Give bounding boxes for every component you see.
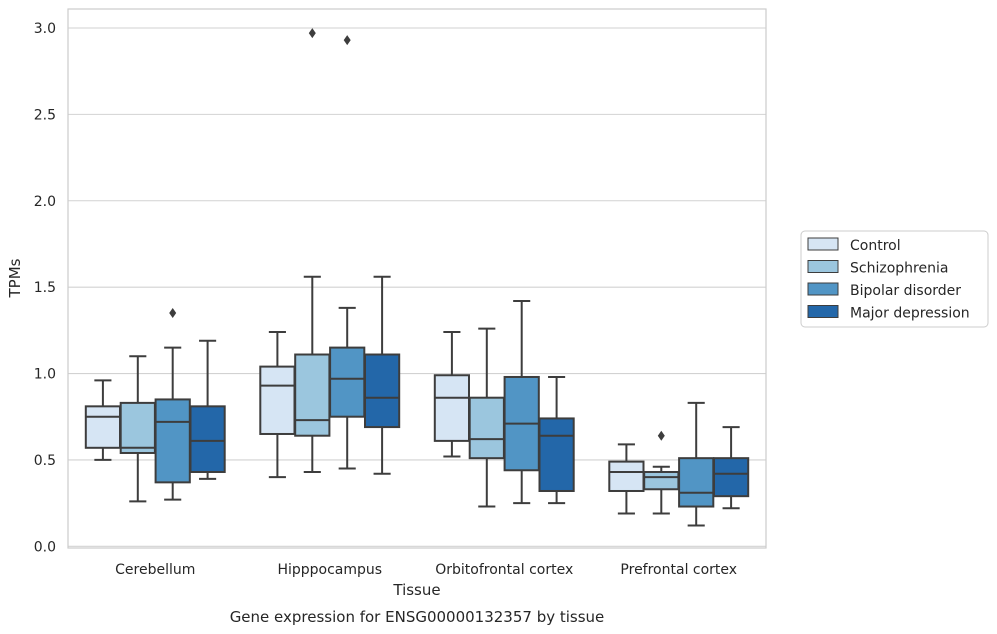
box-body [189,405,226,473]
box-0-0 [84,379,122,461]
legend: Control Schizophrenia Bipolar disorder Majo… [800,230,989,328]
plot-frame [67,8,767,549]
box-2-3 [538,375,575,505]
box-body [678,457,715,508]
legend-label-2: Bipolar disorder [850,283,961,299]
box-3-1 [643,430,680,515]
box-plot-area [84,28,750,527]
y-tick-label-6: 3.0 [34,21,56,37]
chart-caption: Gene expression for ENSG00000132357 by t… [230,608,605,626]
legend-swatch-0 [807,237,839,251]
box-3-2 [678,401,715,527]
box-body [294,353,331,437]
legend-label-0: Control [850,238,901,254]
y-tick-label-2: 1.0 [34,367,56,383]
legend-frame [800,230,989,328]
box-body [363,353,401,429]
outlier-point-0 [308,28,316,39]
y-axis-ticks: 0.0 0.5 1.0 1.5 2.0 2.5 3.0 [34,21,56,555]
box-body [712,457,750,498]
y-tick-label-3: 1.5 [34,280,56,296]
legend-label-3: Major depression [850,306,970,322]
outlier-point-0 [343,35,351,46]
box-2-0 [433,331,471,458]
y-tick-label-1: 0.5 [34,453,56,469]
box-body [468,396,505,460]
x-axis-label: Tissue [392,581,440,599]
y-tick-label-0: 0.0 [34,539,56,555]
legend-swatch-2 [807,282,839,296]
x-tick-label-1: Hipppocampus [277,562,382,578]
box-body [84,405,122,449]
box-body [154,398,191,484]
box-body [608,460,645,492]
legend-swatch-3 [807,305,839,318]
y-axis-label: TPMs [6,258,24,298]
y-tick-label-5: 2.5 [34,107,56,123]
box-3-3 [712,426,750,510]
x-tick-label-3: Prefrontal cortex [620,562,737,578]
box-body [643,470,680,491]
box-body [259,365,296,435]
legend-label-1: Schizophrenia [850,261,948,277]
box-0-1 [119,355,156,503]
outlier-point-0 [169,308,177,319]
box-body [329,346,366,418]
x-tick-label-2: Orbitofrontal cortex [435,562,573,578]
box-body [119,401,156,454]
box-body [538,417,575,492]
legend-swatch-1 [807,260,839,273]
box-1-2 [329,35,366,470]
x-axis-ticks: Cerebellum Hipppocampus Orbitofrontal cort… [115,562,737,578]
box-2-1 [468,327,505,508]
box-1-1 [294,28,331,473]
box-body [433,374,471,442]
box-2-2 [503,299,540,505]
outlier-point-0 [657,430,665,441]
box-1-0 [259,331,296,479]
box-0-2 [154,308,191,501]
box-0-3 [189,339,226,480]
x-tick-label-0: Cerebellum [115,562,195,578]
y-tick-label-4: 2.0 [34,194,56,210]
box-3-0 [608,443,645,515]
box-1-3 [363,275,401,475]
